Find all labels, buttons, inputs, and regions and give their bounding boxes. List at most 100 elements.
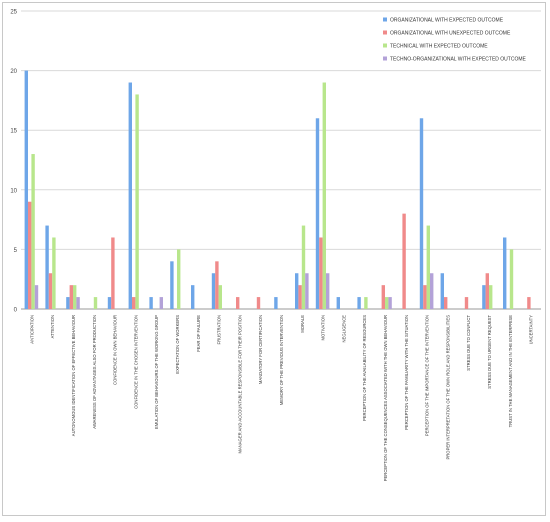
- bar: [381, 285, 385, 309]
- bar: [52, 237, 56, 309]
- y-tick-label: 20: [10, 69, 17, 75]
- x-tick-label: MOTIVATION: [321, 315, 326, 340]
- y-tick-label: 15: [10, 129, 17, 135]
- bar: [69, 285, 73, 309]
- x-tick-label: PERCEPTION OF THE FAMILIARITY WITH THE S…: [404, 315, 409, 430]
- bar: [31, 154, 35, 309]
- bar: [28, 201, 32, 309]
- x-tick-label: MANDATORY FOR CERTIFICATION: [258, 315, 263, 384]
- bar: [191, 285, 195, 309]
- bar: [319, 237, 323, 309]
- bar-chart: 0 5 10 15 20 25 ANTICIPATION ATTENTION AUTONOMO…: [10, 10, 541, 482]
- x-tick-label: MORALE: [300, 315, 305, 333]
- legend-label: ORGANIZATIONAL WITH EXPECTED OUTCOME: [390, 18, 504, 24]
- bar: [489, 285, 493, 309]
- legend: ORGANIZATIONAL WITH EXPECTED OUTCOME ORGA…: [383, 17, 527, 63]
- chart-frame: 0 5 10 15 20 25 ANTICIPATION ATTENTION AUTONOMO…: [2, 2, 546, 516]
- bar: [482, 285, 486, 309]
- bar: [388, 297, 392, 309]
- x-tick-label: ANTICIPATION: [29, 315, 34, 344]
- bar: [107, 297, 112, 309]
- bar: [364, 297, 368, 309]
- bar: [426, 225, 430, 309]
- x-tick-label: MEMORY OF THE PREVIOUS INTERVENTION: [279, 315, 284, 405]
- bar: [256, 297, 261, 309]
- x-axis: ANTICIPATION ATTENTION AUTONOMOUS IDENTIFI…: [29, 315, 533, 482]
- y-tick-label: 25: [10, 10, 17, 16]
- bar: [132, 297, 136, 309]
- bar: [444, 297, 448, 309]
- legend-swatch: [383, 56, 387, 61]
- bar: [301, 225, 306, 309]
- x-tick-label: CONFIDENCE IN OWN BEHAVIOUR: [113, 315, 118, 385]
- y-tick-label: 0: [14, 308, 18, 314]
- bar: [305, 273, 309, 309]
- bar: [336, 297, 340, 309]
- bar: [128, 82, 132, 310]
- bar: [295, 273, 299, 309]
- bar: [326, 273, 330, 309]
- bar: [440, 273, 444, 309]
- bar: [423, 285, 427, 309]
- bar: [236, 297, 240, 309]
- bar: [527, 297, 531, 309]
- legend-swatch: [383, 43, 387, 48]
- bar: [149, 297, 153, 309]
- x-tick-label: PERCEPTION OF THE AVAILABILITY OF RESOUR…: [362, 315, 367, 421]
- bar: [430, 273, 434, 309]
- legend-swatch: [383, 30, 387, 35]
- bars: [24, 70, 531, 310]
- bar: [322, 82, 326, 310]
- x-tick-label: AUTONOMOUS IDENTIFICATION OF EFFECTIVE B…: [71, 315, 76, 436]
- bar: [509, 249, 514, 309]
- x-tick-label: FRUSTRATION: [217, 315, 222, 344]
- bar: [76, 297, 80, 309]
- x-tick-label: STRESS DUE TO URGENT REQUEST: [487, 315, 492, 389]
- x-tick-label: PERCEPTION OF THE IMPORTANCE OF THE INTE…: [425, 315, 430, 436]
- x-tick-label: EMULATION OF BEHAVIOURS OF THE WORKING G…: [154, 315, 159, 429]
- x-tick-label: PROPER INTERPRETATION OF THE OWN ROLE AN…: [445, 315, 450, 460]
- bar: [385, 297, 389, 309]
- x-tick-label: ATTENTION: [50, 315, 55, 338]
- bar: [357, 297, 361, 309]
- bar: [73, 285, 77, 309]
- x-tick-label: PERCEPTION OF THE CONSEQUENCES ASSOCIATE…: [383, 315, 388, 481]
- x-tick-label: AWARENESS OF ADVANTAGES ALSO FOR PRODUCT…: [92, 315, 97, 429]
- bar: [24, 70, 28, 309]
- x-tick-label: NEGLIGENCE: [341, 315, 346, 343]
- legend-swatch: [383, 17, 387, 22]
- bar: [218, 285, 222, 309]
- bar: [48, 273, 53, 309]
- x-tick-label: EXPECTATION OF WORKERS: [175, 315, 180, 374]
- bar: [34, 285, 39, 309]
- bar: [111, 237, 115, 309]
- x-tick-label: CONFIDENCE IN THE CHOSEN INTERVENTION: [133, 315, 138, 409]
- legend-label: TECHNO-ORGANIZATIONAL WITH EXPECTED OUTC…: [390, 57, 527, 63]
- bar: [159, 297, 163, 309]
- bar: [485, 273, 489, 309]
- bar: [464, 297, 469, 309]
- bar: [274, 297, 278, 309]
- x-tick-label: TRUST IN THE MANAGEMENT AND IN THE ENTER…: [508, 315, 513, 428]
- bar: [315, 118, 320, 309]
- x-tick-label: STRESS DUE TO CONFLICT: [466, 315, 471, 371]
- y-tick-label: 5: [14, 248, 18, 254]
- bar: [170, 261, 174, 309]
- bar: [419, 118, 424, 309]
- bar: [215, 261, 219, 309]
- bar: [177, 249, 181, 309]
- bar: [402, 213, 406, 309]
- x-tick-label: MANAGER AND ACCOUNTABLE RESPONSIBLE FOR …: [237, 315, 242, 454]
- bar: [503, 237, 507, 309]
- x-tick-label: UNCERTAINTY: [529, 315, 534, 345]
- bar: [45, 225, 49, 309]
- gridlines: [21, 10, 541, 310]
- y-axis: 0 5 10 15 20 25: [10, 10, 17, 314]
- bar: [298, 285, 302, 309]
- bar: [93, 297, 98, 309]
- bar: [211, 273, 216, 309]
- legend-label: ORGANIZATIONAL WITH UNEXPECTED OUTCOME: [390, 31, 511, 37]
- bar: [66, 297, 70, 309]
- legend-label: TECHNICAL WITH EXPECTED OUTCOME: [390, 44, 488, 50]
- x-tick-label: FEAR OF FAILURE: [196, 315, 201, 352]
